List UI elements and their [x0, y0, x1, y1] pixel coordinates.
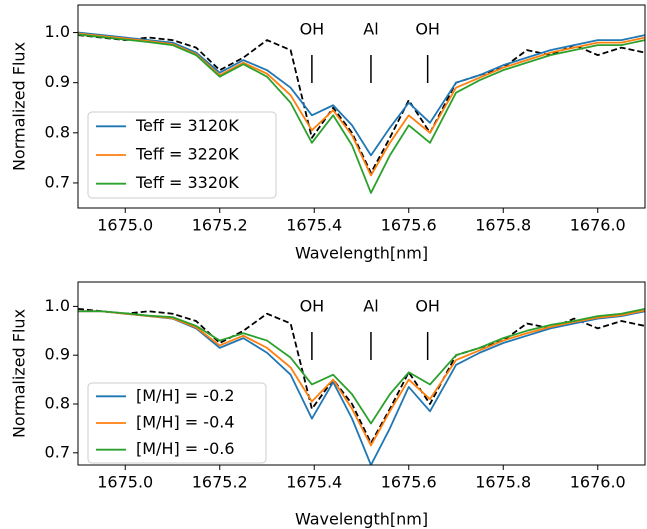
y-axis-label: Normalized Flux — [10, 42, 29, 171]
y-tick-label: 1.0 — [45, 22, 70, 41]
annotation-label: OH — [300, 297, 325, 316]
x-tick-label: 1675.8 — [475, 216, 531, 235]
legend-label: [M/H] = -0.2 — [136, 386, 235, 405]
subplot: 1675.0 1675.2 1675.4 1675.6 1675.8 1676.0 0.7 0… — [10, 4, 646, 263]
axes-frame — [77, 4, 646, 209]
annotation-label: Al — [363, 297, 378, 316]
annotation-label: OH — [415, 297, 440, 316]
model-line — [78, 32, 645, 177]
legend-box — [87, 111, 277, 199]
x-tick-label: 1675.8 — [475, 473, 531, 492]
x-tick-label: 1676.0 — [570, 473, 626, 492]
x-axis-label: Wavelength[nm] — [295, 510, 428, 529]
x-axis-label: Wavelength[nm] — [295, 244, 428, 263]
model-line — [78, 31, 645, 157]
y-tick-label: 1.0 — [45, 296, 70, 315]
x-tick-label: 1675.0 — [97, 473, 153, 492]
y-tick-label: 0.8 — [45, 122, 70, 141]
x-tick-label: 1675.2 — [192, 216, 248, 235]
x-tick-label: 1675.2 — [192, 473, 248, 492]
y-tick-label: 0.9 — [45, 72, 70, 91]
axes-frame — [77, 281, 646, 466]
x-tick-label: 1675.6 — [381, 216, 437, 235]
legend-label: [M/H] = -0.6 — [136, 439, 235, 458]
subplot: 1675.0 1675.2 1675.4 1675.6 1675.8 1676.0 0.7 0… — [10, 281, 646, 529]
x-tick-label: 1676.0 — [570, 216, 626, 235]
x-tick-label: 1675.0 — [97, 216, 153, 235]
series-group — [78, 31, 645, 194]
y-tick-label: 0.9 — [45, 345, 70, 364]
model-line — [78, 307, 645, 425]
legend-label: Teff = 3220K — [135, 145, 239, 164]
y-tick-label: 0.7 — [45, 442, 70, 461]
x-tick-label: 1675.6 — [381, 473, 437, 492]
annotation-label: OH — [300, 20, 325, 39]
legend-label: Teff = 3320K — [135, 173, 239, 192]
model-line — [78, 33, 645, 194]
y-tick-label: 0.8 — [45, 394, 70, 413]
model-line — [78, 309, 645, 447]
legend-box — [87, 382, 267, 464]
annotation-label: Al — [363, 20, 378, 39]
legend-label: Teff = 3120K — [135, 116, 239, 135]
series-group — [78, 307, 645, 465]
x-tick-label: 1675.4 — [286, 216, 342, 235]
annotation-label: OH — [415, 20, 440, 39]
x-tick-label: 1675.4 — [286, 473, 342, 492]
y-tick-label: 0.7 — [45, 172, 70, 191]
y-axis-label: Normalized Flux — [10, 309, 29, 438]
legend-label: [M/H] = -0.4 — [136, 413, 235, 432]
